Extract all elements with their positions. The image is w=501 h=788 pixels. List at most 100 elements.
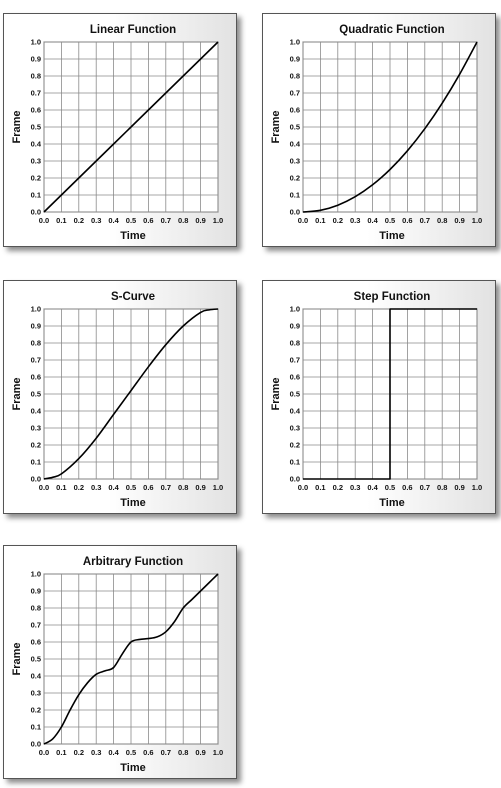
y-axis-label: Frame: [270, 377, 282, 410]
y-tick-label: 0.1: [31, 191, 41, 200]
y-tick-label: 0.6: [31, 106, 41, 115]
y-tick-label: 0.6: [31, 373, 41, 382]
y-tick-label: 0.8: [31, 604, 41, 613]
x-tick-label: 0.3: [350, 216, 360, 225]
y-tick-label: 0.0: [290, 475, 300, 484]
y-tick-label: 0.2: [290, 174, 300, 183]
chart-panel-quadratic: Quadratic Function 0.0 0.1 0.2 0.3 0.4 0.5 0.6 0…: [262, 13, 496, 247]
y-tick-label: 0.4: [31, 672, 42, 681]
x-tick-label: 0.8: [437, 216, 447, 225]
y-tick-label: 0.5: [290, 390, 300, 399]
chart-arbitrary: Arbitrary Function 0.0 0.1 0.2 0.3 0.4 0.5 0.6 0…: [11, 556, 223, 774]
chart-quadratic: Quadratic Function 0.0 0.1 0.2 0.3 0.4 0.5 0.6 0…: [270, 24, 482, 242]
y-tick-label: 0.3: [290, 157, 300, 166]
chart-panel-linear: Linear Function 0.0 0.1 0.2 0.3 0.4 0.5 0.6 0.7 0…: [3, 13, 237, 247]
x-tick-label: 0.1: [315, 483, 325, 492]
y-tick-label: 0.8: [31, 339, 41, 348]
y-tick-label: 0.2: [31, 441, 41, 450]
x-tick-label: 0.6: [402, 216, 412, 225]
x-tick-label: 0.4: [108, 216, 119, 225]
x-tick-label: 0.3: [91, 748, 101, 757]
series-line: [303, 308, 477, 480]
x-tick-label: 0.7: [161, 483, 171, 492]
y-tick-label: 1.0: [31, 38, 41, 47]
y-tick-label: 0.5: [290, 123, 300, 132]
x-tick-label: 0.8: [437, 483, 447, 492]
y-tick-label: 0.2: [290, 441, 300, 450]
y-tick-label: 1.0: [290, 38, 300, 47]
y-tick-label: 0.0: [31, 740, 41, 749]
x-tick-label: 0.0: [39, 216, 49, 225]
y-tick-label: 0.8: [290, 339, 300, 348]
y-axis-label: Frame: [11, 642, 23, 675]
chart-s-curve: S-Curve 0.0 0.1 0.2 0.3 0.4 0.5 0.6 0.7 0.8 0.9 1.0…: [11, 291, 223, 509]
y-tick-label: 0.3: [290, 424, 300, 433]
x-tick-label: 0.9: [454, 483, 464, 492]
y-tick-label: 0.0: [290, 208, 300, 217]
y-tick-label: 0.9: [31, 587, 41, 596]
x-tick-label: 0.4: [367, 483, 378, 492]
y-tick-label: 0.1: [290, 458, 300, 467]
x-axis-label: Time: [120, 230, 145, 242]
series-line: [43, 41, 219, 213]
x-tick-label: 0.7: [161, 748, 171, 757]
x-axis-label: Time: [379, 497, 404, 509]
y-tick-label: 0.0: [31, 475, 41, 484]
y-tick-label: 0.5: [31, 123, 41, 132]
x-tick-label: 0.4: [108, 748, 119, 757]
x-tick-label: 1.0: [213, 216, 223, 225]
x-axis-label: Time: [120, 762, 145, 774]
x-tick-label: 0.2: [333, 483, 343, 492]
x-tick-label: 1.0: [472, 483, 482, 492]
chart-title: Quadratic Function: [339, 24, 444, 36]
x-tick-label: 0.1: [56, 483, 66, 492]
chart-title: Linear Function: [90, 24, 176, 36]
x-tick-label: 0.3: [91, 483, 101, 492]
y-tick-label: 0.9: [290, 322, 300, 331]
y-tick-label: 0.4: [290, 140, 301, 149]
y-tick-label: 1.0: [31, 305, 41, 314]
y-tick-label: 0.5: [31, 390, 41, 399]
x-tick-label: 0.2: [74, 216, 84, 225]
x-tick-label: 0.3: [91, 216, 101, 225]
x-tick-label: 0.3: [350, 483, 360, 492]
y-tick-label: 0.4: [31, 407, 42, 416]
y-tick-label: 0.0: [31, 208, 41, 217]
x-tick-label: 1.0: [213, 748, 223, 757]
y-tick-label: 0.7: [290, 356, 300, 365]
y-axis-label: Frame: [270, 110, 282, 143]
y-axis-label: Frame: [11, 110, 23, 143]
x-tick-label: 1.0: [213, 483, 223, 492]
x-tick-label: 0.9: [454, 216, 464, 225]
chart-panel-step: Step Function 0.0 0.1 0.2 0.3 0.4 0.5 0.6 0.7 0.8…: [262, 280, 496, 514]
y-axis-label: Frame: [11, 377, 23, 410]
y-tick-label: 0.7: [31, 621, 41, 630]
chart-title: S-Curve: [111, 291, 155, 303]
x-tick-label: 0.2: [74, 748, 84, 757]
y-tick-label: 0.6: [31, 638, 41, 647]
x-tick-label: 0.5: [126, 216, 136, 225]
x-tick-label: 0.5: [126, 483, 136, 492]
x-tick-label: 1.0: [472, 216, 482, 225]
x-tick-label: 0.0: [298, 483, 308, 492]
x-tick-label: 0.5: [385, 483, 395, 492]
x-tick-label: 0.6: [143, 748, 153, 757]
y-tick-label: 0.4: [290, 407, 301, 416]
x-tick-label: 0.9: [195, 748, 205, 757]
x-tick-label: 0.8: [178, 216, 188, 225]
x-tick-label: 0.8: [178, 748, 188, 757]
y-tick-label: 0.2: [31, 174, 41, 183]
x-tick-label: 0.6: [143, 216, 153, 225]
y-tick-label: 0.5: [31, 655, 41, 664]
x-tick-label: 0.0: [39, 483, 49, 492]
y-tick-label: 0.6: [290, 106, 300, 115]
x-tick-label: 0.5: [385, 216, 395, 225]
y-tick-label: 0.7: [31, 89, 41, 98]
y-tick-label: 0.3: [31, 689, 41, 698]
y-tick-label: 0.1: [31, 723, 41, 732]
chart-title: Step Function: [354, 291, 431, 303]
series-line: [302, 41, 478, 213]
y-tick-label: 0.1: [290, 191, 300, 200]
x-tick-label: 0.5: [126, 748, 136, 757]
series-line: [43, 573, 219, 745]
